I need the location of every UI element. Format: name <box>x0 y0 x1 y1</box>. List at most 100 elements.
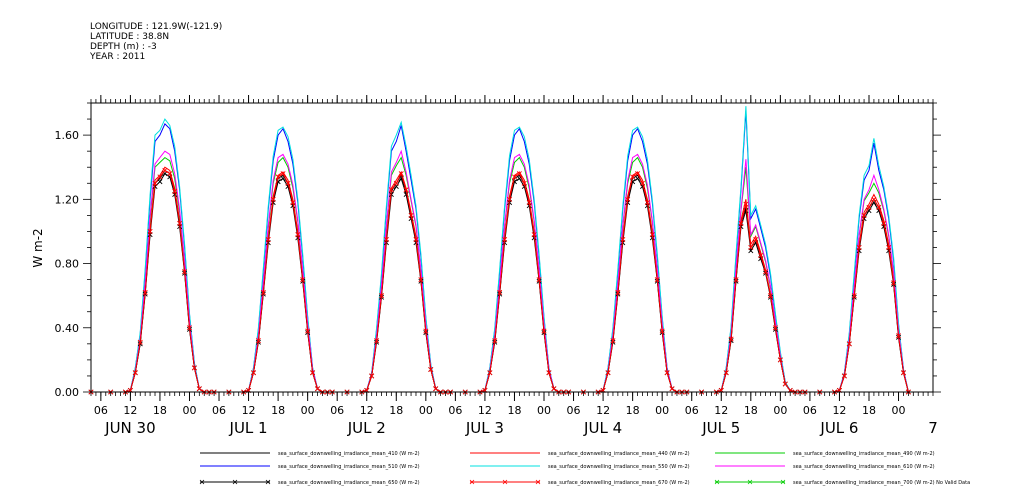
legend-marker <box>502 479 508 485</box>
series-marker <box>610 338 616 344</box>
y-tick-label: 0.80 <box>55 258 80 271</box>
series-marker <box>393 180 399 186</box>
series-marker <box>196 386 202 392</box>
x-day-label: JUL 5 <box>701 419 740 437</box>
series-marker <box>388 187 394 193</box>
x-tick-label: 00 <box>655 404 669 417</box>
series-marker <box>767 293 774 299</box>
x-tick-label: 18 <box>389 404 403 417</box>
series-marker <box>782 381 788 387</box>
series-marker <box>861 212 867 218</box>
legend-label: sea_surface_downwelling_irradiance_mean_… <box>548 451 690 457</box>
series-marker <box>191 365 197 371</box>
series-marker <box>748 244 754 251</box>
series-marker <box>551 386 557 392</box>
legend-label: sea_surface_downwelling_irradiance_mean_… <box>793 480 970 486</box>
metadata-block: LONGITUDE : 121.9W(-121.9) LATITUDE : 38… <box>90 22 222 62</box>
x-tick-label: 06 <box>567 404 581 417</box>
y-tick-label: 0.40 <box>55 322 80 335</box>
legend-marker <box>747 479 753 485</box>
series-marker <box>664 370 670 376</box>
x-tick-label: 06 <box>685 404 699 417</box>
legend-marker <box>714 479 720 485</box>
x-day-label: JUL 1 <box>229 419 268 437</box>
series-marker <box>507 196 513 202</box>
series-marker <box>871 196 877 202</box>
series-marker <box>177 220 183 226</box>
x-tick-label: 00 <box>301 404 315 417</box>
depth-label: DEPTH (m) : -3 <box>90 42 157 52</box>
series-marker <box>182 269 188 275</box>
series-marker <box>876 204 882 210</box>
series-marker <box>856 244 862 251</box>
x-tick-label: 06 <box>212 404 226 417</box>
x-day-label: JUL 3 <box>465 419 504 437</box>
legend-marker <box>265 479 271 485</box>
legend-marker <box>232 479 238 485</box>
series-marker <box>891 280 897 286</box>
series-marker <box>630 174 636 180</box>
legend-label: sea_surface_downwelling_irradiance_mean_… <box>278 464 420 470</box>
axis-ticks <box>83 95 941 401</box>
series-marker <box>526 200 532 206</box>
series-marker <box>763 269 769 275</box>
series-marker <box>255 338 261 344</box>
series-line-4 <box>91 106 909 393</box>
series-marker <box>497 289 503 295</box>
x-tick-label: 00 <box>773 404 787 417</box>
latitude-label: LATITUDE : 38.8N <box>90 32 170 42</box>
series-marker <box>900 370 906 376</box>
series-marker <box>620 236 626 242</box>
x-tick-label: 18 <box>744 404 758 417</box>
series-marker <box>886 244 892 251</box>
series-marker <box>132 370 138 376</box>
series-marker <box>250 370 257 376</box>
x-day-label: JUL 6 <box>819 419 858 437</box>
legend-label: sea_surface_downwelling_irradiance_mean_… <box>278 480 420 486</box>
series-marker <box>285 180 291 186</box>
series-marker <box>423 328 429 334</box>
x-tick-label: 18 <box>153 404 167 417</box>
x-tick-label: 18 <box>862 404 876 417</box>
series-marker <box>846 341 852 347</box>
series-marker <box>260 289 266 295</box>
legend-label: sea_surface_downwelling_irradiance_mean_… <box>793 464 935 470</box>
series-marker <box>305 328 311 334</box>
series-marker <box>295 232 301 238</box>
series-marker <box>413 236 419 242</box>
legend-marker <box>780 479 786 485</box>
legend-marker <box>535 479 541 485</box>
series-marker <box>659 328 665 334</box>
series-marker <box>511 174 517 180</box>
x-tick-label: 00 <box>537 404 551 417</box>
series-marker <box>147 228 153 234</box>
series-marker <box>896 333 902 339</box>
series-marker <box>728 336 734 342</box>
series-marker <box>290 200 296 206</box>
series-marker <box>383 236 389 242</box>
series-marker <box>635 171 641 177</box>
series-marker <box>152 180 158 186</box>
series-marker <box>157 179 163 185</box>
legend-label: sea_surface_downwelling_irradiance_mean_… <box>548 480 690 486</box>
series-marker <box>743 201 749 207</box>
series-marker <box>280 171 286 177</box>
series-marker <box>605 370 611 376</box>
x-day-label: 7 <box>928 419 938 437</box>
x-day-label: JUL 2 <box>347 419 386 437</box>
series-marker <box>310 370 316 376</box>
series-marker <box>408 212 414 218</box>
x-tick-label: 12 <box>360 404 374 417</box>
x-tick-label: 18 <box>271 404 285 417</box>
series-marker <box>167 171 173 177</box>
series-marker <box>369 373 375 379</box>
x-tick-label: 00 <box>892 404 906 417</box>
x-tick-label: 18 <box>626 404 640 417</box>
series-marker <box>516 171 522 177</box>
series-marker <box>162 167 168 173</box>
series-marker <box>615 289 621 295</box>
x-tick-label: 12 <box>123 404 137 417</box>
series-marker <box>738 220 744 226</box>
series-marker <box>403 187 409 193</box>
series-marker <box>753 236 759 242</box>
